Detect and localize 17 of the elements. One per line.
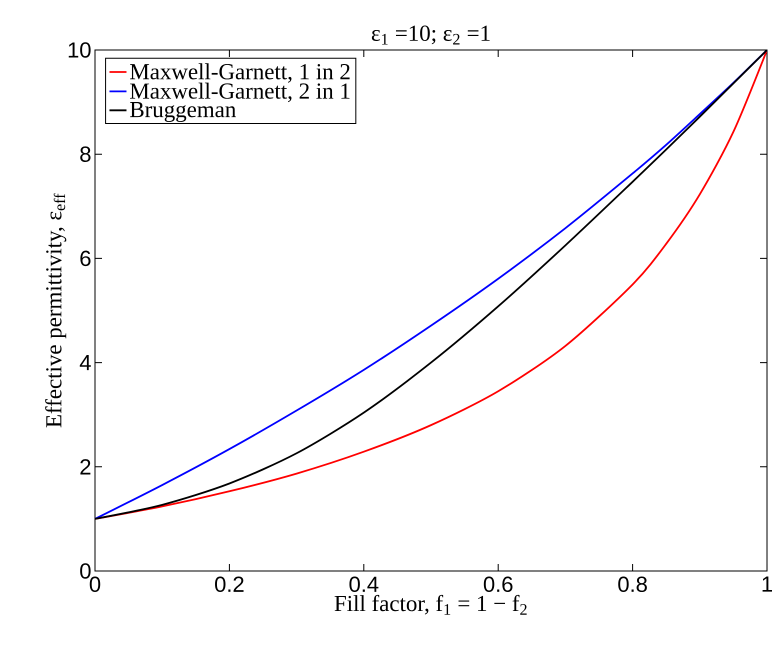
y-tick-label: 0 [80,563,91,579]
y-axis-title: Effective permittivity, ε$_{eff}$ [45,193,66,428]
y-tick-label: 8 [80,146,91,162]
legend-label: Bruggeman [130,102,236,122]
y-tick-label: 10 [68,42,91,58]
x-axis-title: Fill factor, f$_{1}$ = 1 − f$_{2}$ [334,594,527,615]
chart-title: ε$_{1}$ =10; ε$_{2}$ =1 [372,26,490,44]
legend-label: Maxwell-Garnett, 1 in 2 [130,63,350,83]
x-tick-label: 0.6 [484,576,512,592]
x-tick-label: 1 [762,576,772,592]
y-tick-label: 4 [80,355,91,370]
x-tick-label: 0.8 [618,576,647,592]
y-tick-label: 2 [80,459,90,474]
x-tick-label: 0.2 [215,576,244,592]
legend-label: Maxwell-Garnett, 2 in 1 [130,82,350,102]
x-tick-label: 0.4 [349,576,378,592]
y-tick-label: 6 [80,250,91,266]
